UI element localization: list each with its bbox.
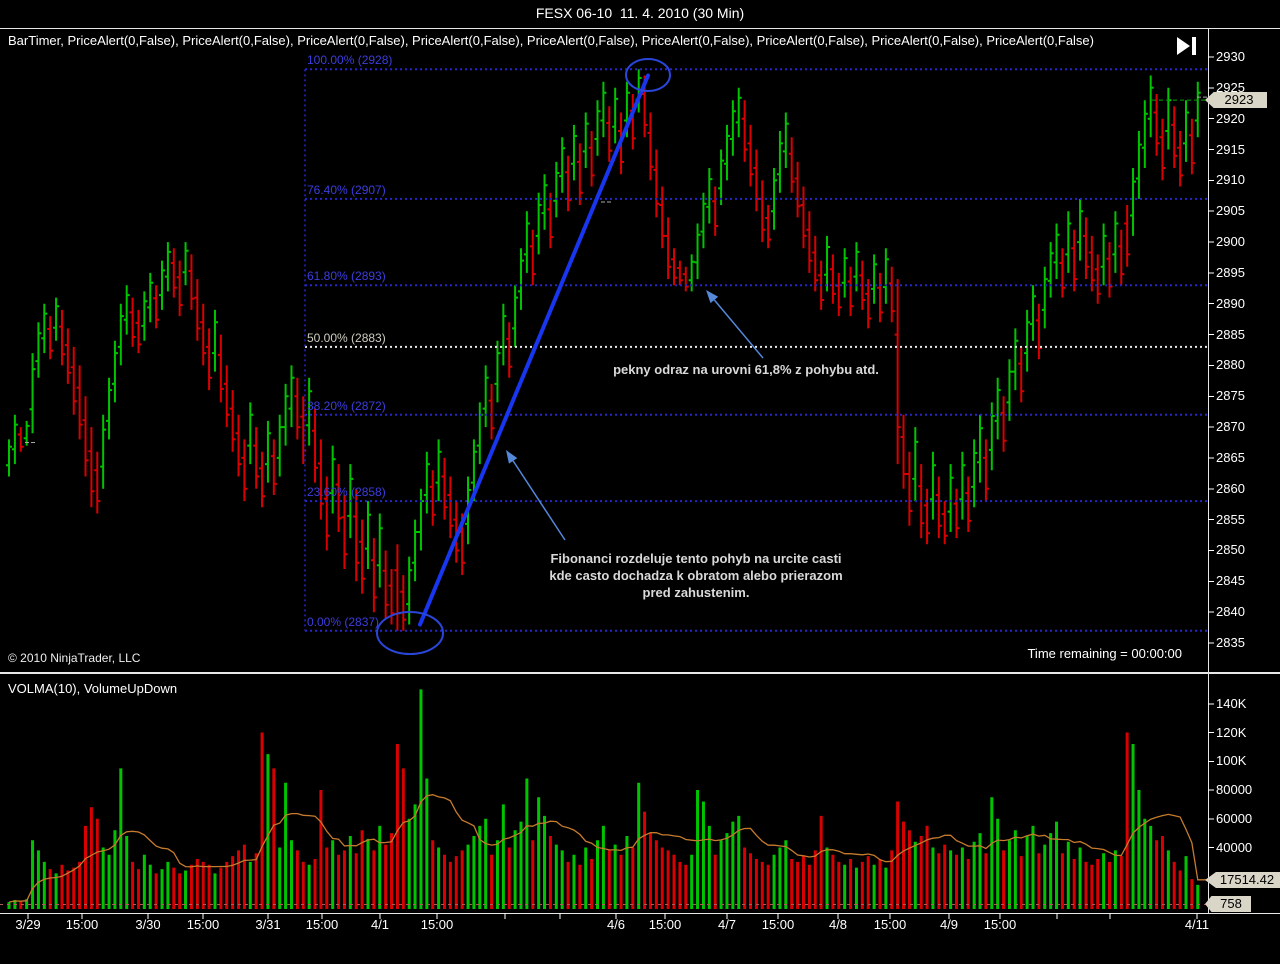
volume-indicator-label: VOLMA(10), VolumeUpDown (8, 681, 178, 696)
current-volume-badge: 758 (1205, 896, 1251, 912)
volma-value-badge: 17514.42 (1205, 872, 1280, 888)
price-tick-label: 2840 (1216, 604, 1245, 620)
fib-level-label: 23.60% (2858) (307, 485, 386, 500)
x-tick-label: 15:00 (305, 917, 339, 932)
price-tick-label: 2860 (1216, 480, 1245, 496)
volume-tick-label: 60000 (1216, 810, 1253, 826)
price-tick-label: 2855 (1216, 511, 1245, 527)
price-tick-label: 2880 (1216, 357, 1245, 373)
play-to-end-icon[interactable] (1176, 36, 1200, 56)
x-tick-label: 4/9 (939, 917, 959, 932)
price-tick-label: 2900 (1216, 234, 1245, 250)
price-tick-label: 2920 (1216, 110, 1245, 126)
fib-level-label: 61.80% (2893) (307, 269, 386, 284)
price-tick-label: 2835 (1216, 635, 1245, 650)
fib-level-label: 76.40% (2907) (307, 182, 386, 197)
annotation-fibonanci: Fibonanci rozdeluje tento pohyb na urcit… (510, 550, 882, 601)
main-indicator-label: BarTimer, PriceAlert(0,False), PriceAler… (8, 33, 1094, 48)
volume-tick-label: 40000 (1216, 839, 1253, 855)
volume-tick-label: 100K (1216, 753, 1247, 769)
annotation-line: pred zahustenim. (642, 585, 750, 600)
annotation-line: Fibonanci rozdeluje tento pohyb na urcit… (550, 551, 842, 566)
x-tick-label: 15:00 (65, 917, 99, 932)
x-tick-label: 15:00 (873, 917, 907, 932)
price-tick-label: 2875 (1216, 388, 1245, 404)
volume-tick-label: 140K (1216, 695, 1247, 711)
x-tick-label: 15:00 (648, 917, 682, 932)
volume-tick-label: 120K (1216, 724, 1247, 740)
x-tick-label: 15:00 (420, 917, 454, 932)
annotation-line: kde casto dochadza k obratom alebo prier… (549, 568, 843, 583)
x-tick-label: 4/7 (717, 917, 737, 932)
price-tick-label: 2845 (1216, 573, 1245, 589)
price-tick-label: 2925 (1216, 79, 1245, 95)
fib-level-label: 100.00% (2928) (307, 53, 393, 68)
price-tick-label: 2885 (1216, 326, 1245, 342)
x-tick-label: 4/8 (828, 917, 848, 932)
window-title: FESX 06-10 11. 4. 2010 (30 Min) (535, 5, 745, 21)
x-tick-label: 4/1 (370, 917, 390, 932)
price-tick-label: 2930 (1216, 49, 1245, 64)
volume-tick-label: 80000 (1216, 782, 1253, 797)
price-tick-label: 2890 (1216, 295, 1245, 311)
fib-level-label: 0.00% (2837) (307, 614, 380, 629)
price-tick-label: 2870 (1216, 419, 1245, 435)
fib-level-label: 50.00% (2883) (307, 330, 386, 345)
price-tick-label: 2895 (1216, 264, 1245, 280)
x-tick-label: 15:00 (761, 917, 795, 932)
x-tick-label: 4/6 (606, 917, 626, 932)
price-tick-label: 2915 (1216, 141, 1245, 157)
x-tick-label: 15:00 (186, 917, 220, 932)
price-tick-label: 2850 (1216, 542, 1245, 558)
price-tick-label: 2865 (1216, 449, 1245, 465)
x-tick-label: 4/11 (1184, 917, 1210, 932)
copyright-label: © 2010 NinjaTrader, LLC (8, 651, 141, 665)
annotation-odraz: pekny odraz na urovni 61,8% z pohybu atd… (613, 362, 879, 377)
price-tick-label: 2910 (1216, 172, 1245, 188)
current-price-badge: 2923 (1205, 92, 1267, 108)
x-tick-label: 3/29 (15, 917, 41, 932)
x-tick-label: 15:00 (983, 917, 1017, 932)
time-remaining-label: Time remaining = 00:00:00 (1027, 646, 1182, 661)
price-tick-label: 2905 (1216, 203, 1245, 219)
fib-level-label: 38.20% (2872) (307, 398, 386, 413)
x-tick-label: 3/31 (255, 917, 281, 932)
x-tick-label: 3/30 (135, 917, 161, 932)
